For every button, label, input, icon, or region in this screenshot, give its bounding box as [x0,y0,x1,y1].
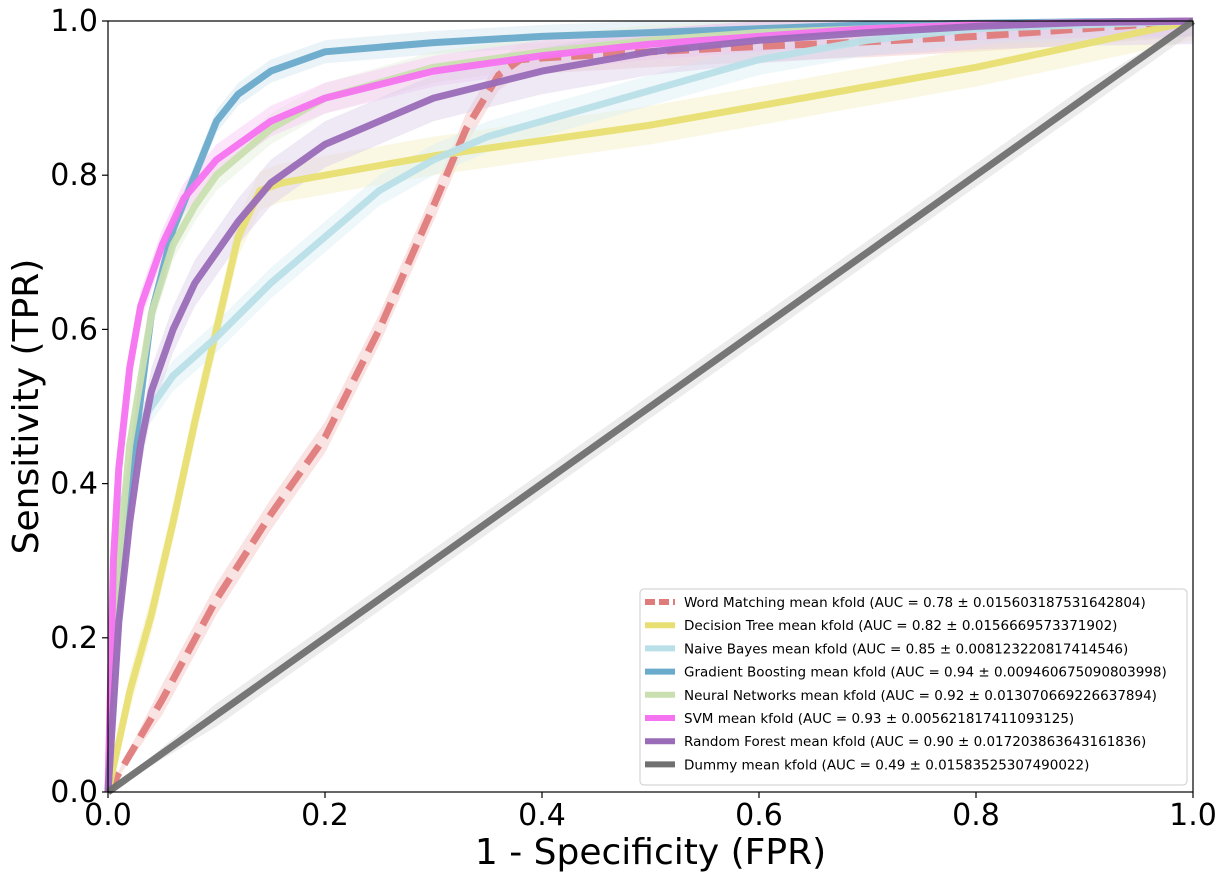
series-lines [104,17,1196,795]
x-tick-label: 0.8 [952,798,1000,833]
x-tick-label: 0.6 [735,798,783,833]
legend: Word Matching mean kfold (AUC = 0.78 ± 0… [639,588,1188,786]
series-line-2 [104,17,1194,793]
x-tick-label: 0.0 [84,798,132,833]
y-tick-label: 1.0 [50,4,98,39]
series-line-0 [104,17,1194,794]
legend-label: Word Matching mean kfold (AUC = 0.78 ± 0… [684,595,1146,611]
legend-label: Decision Tree mean kfold (AUC = 0.82 ± 0… [684,618,1117,634]
legend-label: Random Forest mean kfold (AUC = 0.90 ± 0… [684,734,1146,750]
series-line-1 [104,17,1194,793]
x-tick-label: 1.0 [1169,798,1217,833]
x-tick-label: 0.2 [301,798,349,833]
x-axis-title: 1 - Specificity (FPR) [475,832,826,873]
plot-frame [107,20,1194,793]
x-axis-ticks: 0.0 0.2 0.4 0.6 0.8 1.0 [84,792,1217,833]
series-line-6 [104,17,1194,793]
y-axis-ticks: 0.0 0.2 0.4 0.6 0.8 1.0 [50,4,108,810]
legend-box [639,588,1188,786]
x-tick-label: 0.4 [518,798,566,833]
y-tick-label: 0.6 [50,312,98,347]
legend-label: Dummy mean kfold (AUC = 0.49 ± 0.0158352… [684,757,1089,773]
y-tick-label: 0.8 [50,158,98,193]
y-tick-label: 0.4 [50,467,98,502]
legend-label: Gradient Boosting mean kfold (AUC = 0.94… [684,665,1167,681]
legend-label: SVM mean kfold (AUC = 0.93 ± 0.005621817… [684,711,1074,727]
y-tick-label: 0.0 [50,775,98,810]
series-line-7 [105,18,1196,795]
y-tick-label: 0.2 [50,621,98,656]
legend-label: Naive Bayes mean kfold (AUC = 0.85 ± 0.0… [684,641,1128,657]
legend-label: Neural Networks mean kfold (AUC = 0.92 ±… [684,688,1157,704]
y-axis-title: Sensitivity (TPR) [6,259,47,555]
